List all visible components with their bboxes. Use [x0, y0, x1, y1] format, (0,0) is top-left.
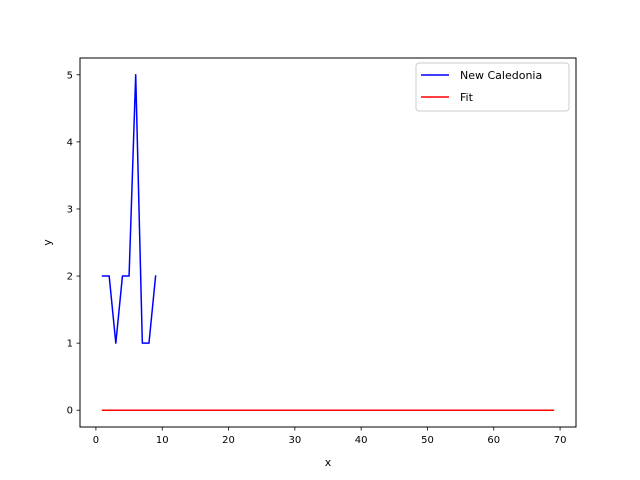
legend: New Caledonia Fit: [415, 62, 570, 112]
x-tick-label: 10: [156, 435, 169, 446]
y-tick-label: 5: [67, 70, 73, 81]
y-tick-label: 0: [67, 406, 73, 417]
x-axis-label: x: [325, 456, 332, 469]
x-tick-label: 60: [487, 435, 500, 446]
series-line-1: [101, 74, 157, 344]
x-tick-label: 40: [355, 435, 368, 446]
x-tick-label: 0: [93, 435, 99, 446]
axes-frame: [79, 57, 577, 428]
x-tick-label: 70: [554, 435, 567, 446]
axis-ticks: 0 10 20 30 40 50 60 70 0 1 2 3 4 5: [67, 70, 567, 446]
plot-area: [101, 74, 555, 411]
y-tick-label: 1: [67, 339, 73, 350]
y-tick-label: 3: [67, 204, 73, 215]
legend-label: New Caledonia: [460, 69, 542, 82]
x-tick-label: 30: [288, 435, 301, 446]
y-tick-label: 2: [67, 272, 73, 283]
x-tick-label: 20: [222, 435, 235, 446]
y-tick-label: 4: [67, 137, 73, 148]
legend-label: Fit: [460, 91, 474, 104]
legend-box: [415, 62, 570, 112]
x-tick-label: 50: [421, 435, 434, 446]
y-axis-label: y: [41, 239, 54, 246]
